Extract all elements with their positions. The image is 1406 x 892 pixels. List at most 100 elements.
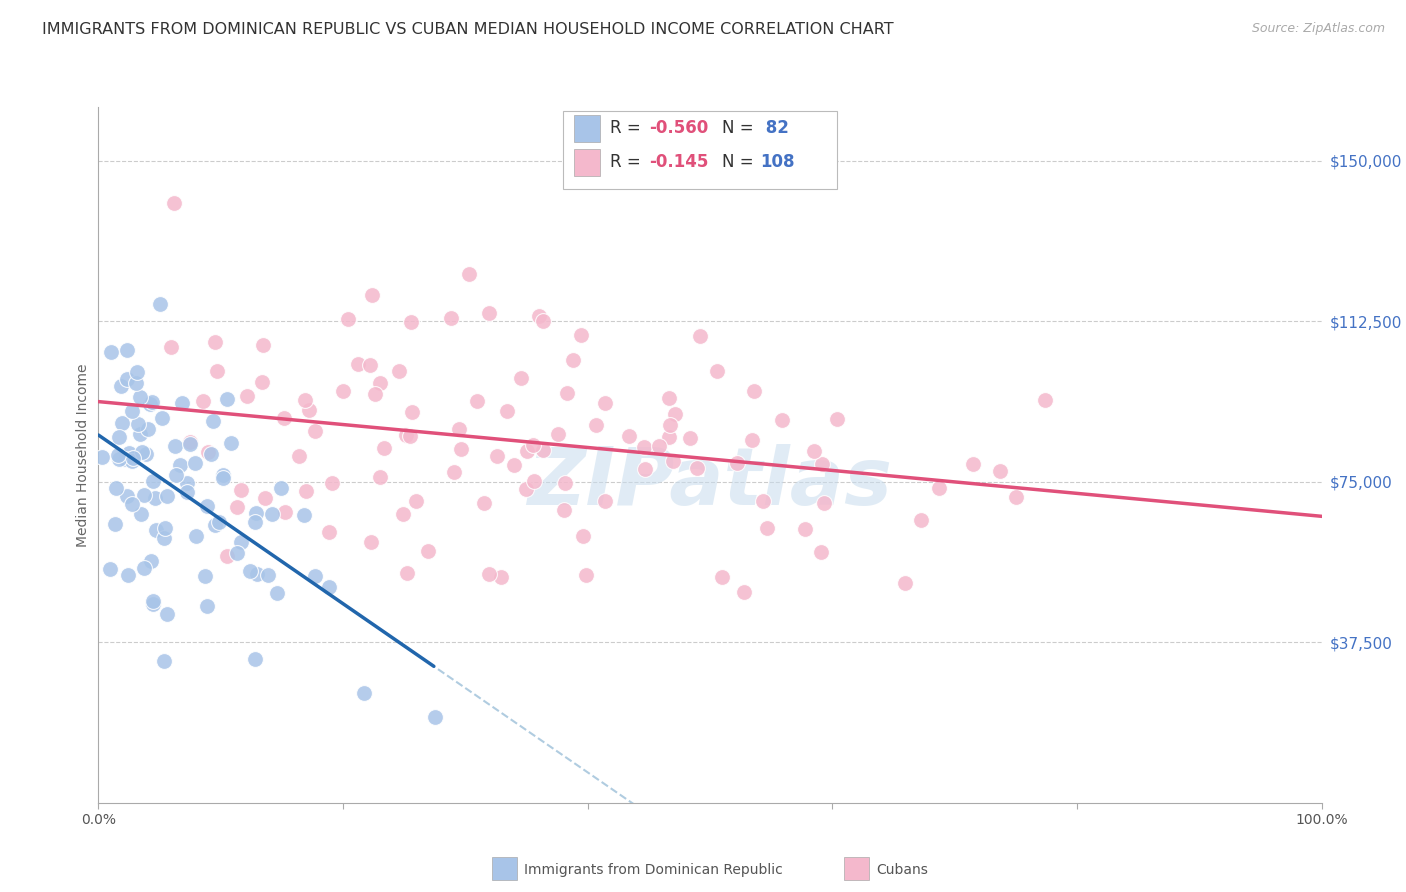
Point <box>988 464 1011 478</box>
Point <box>318 525 340 540</box>
Point <box>648 439 671 453</box>
Point <box>962 457 984 471</box>
Point <box>195 499 218 513</box>
Point <box>399 429 422 443</box>
Text: IMMIGRANTS FROM DOMINICAN REPUBLIC VS CUBAN MEDIAN HOUSEHOLD INCOME CORRELATION : IMMIGRANTS FROM DOMINICAN REPUBLIC VS CU… <box>42 22 894 37</box>
Point <box>135 447 157 461</box>
Point <box>741 433 763 447</box>
Point <box>569 327 592 342</box>
Point <box>706 363 728 377</box>
Point <box>273 411 295 425</box>
Point <box>156 489 179 503</box>
Point <box>117 343 139 358</box>
Point <box>117 568 139 582</box>
Point <box>562 352 585 367</box>
Point <box>121 497 143 511</box>
Point <box>262 507 284 521</box>
Point <box>184 528 207 542</box>
Point <box>150 411 173 425</box>
Point <box>125 376 148 390</box>
Point <box>115 489 138 503</box>
Point <box>238 564 260 578</box>
Point <box>136 422 159 436</box>
Point <box>725 457 748 471</box>
Point <box>360 288 382 302</box>
Point <box>478 567 501 582</box>
Point <box>440 311 463 326</box>
Point <box>212 471 235 485</box>
Text: N =: N = <box>723 153 759 171</box>
Point <box>252 375 274 389</box>
Point <box>711 570 734 584</box>
Point <box>100 345 122 359</box>
Point <box>266 586 288 600</box>
Point <box>294 393 316 408</box>
Point <box>108 429 131 443</box>
Point <box>121 454 143 468</box>
Text: Immigrants from Dominican Republic: Immigrants from Dominican Republic <box>524 863 783 877</box>
Point <box>274 505 297 519</box>
Point <box>686 461 709 475</box>
Point <box>813 495 835 509</box>
Point <box>364 387 387 401</box>
Point <box>107 449 129 463</box>
Point <box>226 546 249 560</box>
Point <box>202 414 225 428</box>
Point <box>337 311 360 326</box>
Point <box>443 465 465 479</box>
Point <box>104 481 127 495</box>
Point <box>142 597 165 611</box>
Point <box>270 481 292 495</box>
Point <box>531 314 554 328</box>
Point <box>571 529 593 543</box>
Point <box>373 441 395 455</box>
Point <box>346 357 368 371</box>
Point <box>134 488 156 502</box>
Point <box>139 397 162 411</box>
Point <box>401 405 423 419</box>
Point <box>810 545 832 559</box>
Point <box>368 469 391 483</box>
Point <box>458 267 481 281</box>
Point <box>145 524 167 538</box>
Point <box>141 395 163 409</box>
Point <box>472 496 495 510</box>
Point <box>129 507 152 521</box>
Point <box>100 562 122 576</box>
Y-axis label: Median Household Income: Median Household Income <box>76 363 90 547</box>
Point <box>184 456 207 470</box>
Point <box>752 494 775 508</box>
Point <box>575 567 598 582</box>
Point <box>117 446 139 460</box>
Point <box>388 364 411 378</box>
Point <box>160 340 183 354</box>
Point <box>394 428 416 442</box>
Point <box>194 568 217 582</box>
Point <box>207 516 229 530</box>
Text: -0.560: -0.560 <box>650 120 709 137</box>
Point <box>142 594 165 608</box>
Point <box>332 384 354 399</box>
Point <box>129 390 152 404</box>
Point <box>125 365 148 379</box>
Point <box>910 513 932 527</box>
Point <box>1035 393 1057 408</box>
Point <box>235 389 257 403</box>
Point <box>547 427 569 442</box>
Point <box>392 507 415 521</box>
Point <box>170 396 193 410</box>
Text: 82: 82 <box>761 120 789 137</box>
Point <box>298 403 321 417</box>
Point <box>405 494 427 508</box>
Point <box>510 371 533 385</box>
Point <box>176 476 198 491</box>
Point <box>111 417 134 431</box>
Point <box>486 450 509 464</box>
Point <box>423 710 446 724</box>
Point <box>770 413 793 427</box>
Text: Source: ZipAtlas.com: Source: ZipAtlas.com <box>1251 22 1385 36</box>
Point <box>465 394 488 409</box>
Point <box>554 476 576 491</box>
Point <box>212 467 235 482</box>
Point <box>292 508 315 523</box>
